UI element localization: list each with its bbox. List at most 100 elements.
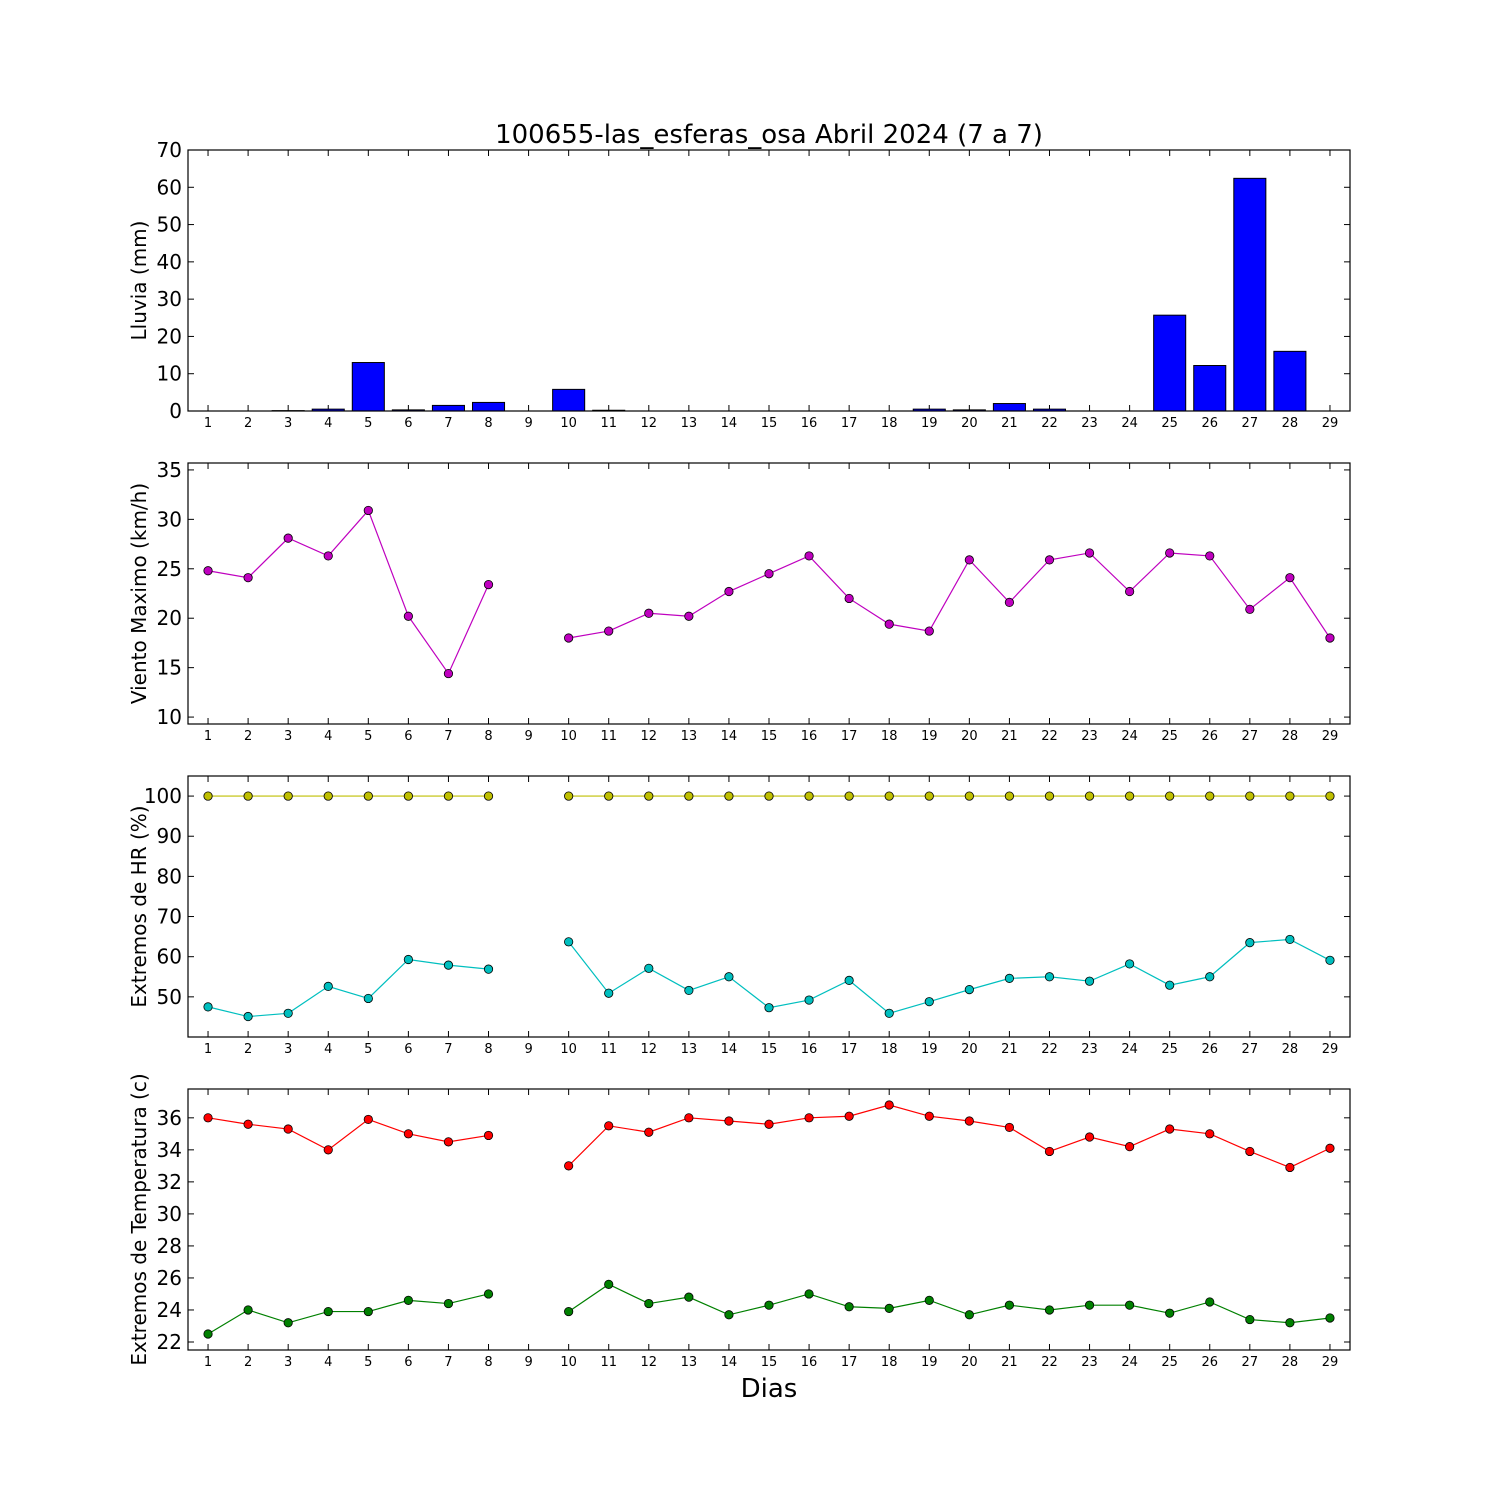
y-tick-label: 30 [157,507,182,531]
data-point [1044,1305,1055,1315]
data-point [1004,791,1015,801]
data-point [724,791,734,801]
series-line-1 [207,509,490,675]
x-tick-label: 16 [801,416,818,431]
x-tick-label: 4 [324,1042,332,1057]
data-point [964,1116,974,1126]
data-point [1245,938,1255,948]
x-tick-label: 29 [1322,729,1339,744]
data-point [804,1289,814,1299]
data-point [844,1111,854,1121]
data-point [644,791,654,801]
bar [351,362,385,412]
data-point [1084,548,1095,558]
data-point [1285,934,1295,945]
x-tick-label: 10 [560,1355,577,1370]
data-point [644,1298,654,1309]
x-tick-label: 27 [1242,729,1259,744]
data-point [1165,1308,1175,1318]
x-tick-label: 26 [1201,729,1218,744]
x-tick-label: 3 [284,729,292,744]
x-tick-label: 27 [1242,1355,1259,1370]
bar [1233,177,1267,412]
data-point [1245,791,1255,801]
x-tick-label: 10 [560,416,577,431]
x-tick-label: 20 [961,1042,978,1057]
x-tick-label: 22 [1041,729,1058,744]
y-tick-label: 26 [157,1266,182,1290]
x-tick-label: 5 [364,416,372,431]
data-point [604,791,614,801]
series-line-1 [568,1104,1331,1169]
y-tick-label: 80 [157,864,182,888]
data-point [1084,976,1095,986]
y-tick-label: 60 [157,945,182,969]
y-tick-label: 24 [157,1298,182,1322]
x-tick-label: 25 [1161,1042,1178,1057]
data-point [1004,1122,1015,1133]
data-point [844,791,854,801]
data-point [564,1161,574,1171]
x-tick-label: 11 [600,416,617,431]
data-point [764,1003,774,1013]
data-point [684,1113,694,1123]
data-point [884,1100,894,1110]
y-axis-label: Viento Maximo (km/h) [127,483,151,704]
data-point [1084,791,1095,801]
x-tick-label: 23 [1081,416,1098,431]
x-tick-label: 10 [560,1042,577,1057]
x-tick-label: 19 [921,416,938,431]
data-point [283,533,293,543]
x-tick-label: 1 [204,1355,212,1370]
y-axis-label: Lluvia (mm) [127,221,151,341]
data-point [884,619,894,629]
data-point [604,626,614,636]
x-tick-label: 3 [284,1355,292,1370]
x-tick-label: 22 [1041,416,1058,431]
x-tick-label: 1 [204,416,212,431]
bar [992,403,1026,412]
x-tick-label: 16 [801,1042,818,1057]
x-tick-label: 23 [1081,1042,1098,1057]
x-tick-label: 25 [1161,729,1178,744]
x-tick-label: 22 [1041,1042,1058,1057]
x-tick-label: 13 [681,416,698,431]
y-tick-label: 35 [157,458,182,482]
data-point [1044,972,1055,982]
y-tick-label: 36 [157,1106,182,1130]
x-tick-label: 2 [244,1042,252,1057]
x-tick-label: 11 [600,1042,617,1057]
x-tick-label: 8 [484,729,492,744]
series-line-2 [207,958,489,1018]
x-tick-label: 15 [761,1355,778,1370]
data-point [1165,980,1175,990]
data-point [1044,555,1055,565]
data-point [323,981,333,992]
data-point [884,1303,894,1313]
bar [1273,350,1307,412]
x-tick-label: 1 [204,729,212,744]
x-tick-label: 24 [1121,1355,1138,1370]
data-point [363,505,373,516]
x-tick-label: 14 [721,416,738,431]
x-tick-label: 19 [921,1042,938,1057]
data-point [884,1008,894,1018]
y-tick-label: 25 [157,557,182,581]
bar [1153,314,1187,412]
x-tick-label: 13 [681,729,698,744]
data-point [363,1114,373,1125]
x-tick-label: 21 [1001,416,1018,431]
data-point [644,608,654,618]
x-tick-label: 4 [324,416,332,431]
data-point [564,1306,574,1317]
x-tick-label: 9 [524,416,532,431]
data-point [924,997,934,1007]
data-point [403,791,413,801]
data-point [644,1127,654,1137]
data-point [684,985,694,996]
data-point [243,1119,253,1129]
data-point [924,1295,934,1305]
data-point [1285,573,1295,583]
